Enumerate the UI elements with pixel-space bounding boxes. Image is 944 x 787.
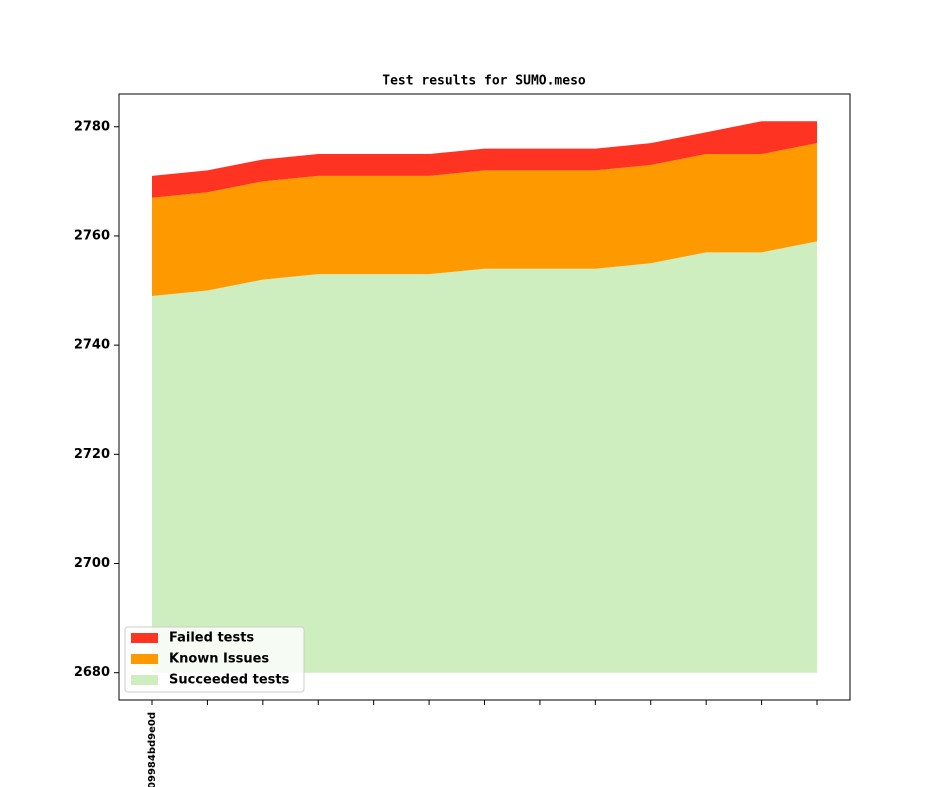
y-tick-label: 2700 xyxy=(74,556,110,571)
y-tick-label: 2760 xyxy=(74,228,110,243)
legend-label: Succeeded tests xyxy=(169,673,290,688)
legend-swatch xyxy=(131,633,158,643)
area xyxy=(152,143,817,296)
area xyxy=(152,241,817,673)
legend-label: Known Issues xyxy=(169,652,269,667)
area xyxy=(152,121,817,198)
y-tick-label: 2740 xyxy=(74,338,110,353)
chart-title: Test results for SUMO.meso xyxy=(382,74,586,89)
legend-swatch xyxy=(131,675,158,685)
legend-frame xyxy=(124,626,305,693)
y-tick-label: 2680 xyxy=(74,665,110,680)
legend: Failed tests Known Issues Succeeded tests xyxy=(124,626,305,693)
x-tick-label: 09984bd9e0d xyxy=(147,712,158,787)
y-tick-label: 2780 xyxy=(74,119,110,134)
legend-swatch xyxy=(131,654,158,664)
y-tick-label: 2720 xyxy=(74,447,110,462)
legend-label: Failed tests xyxy=(169,631,254,646)
